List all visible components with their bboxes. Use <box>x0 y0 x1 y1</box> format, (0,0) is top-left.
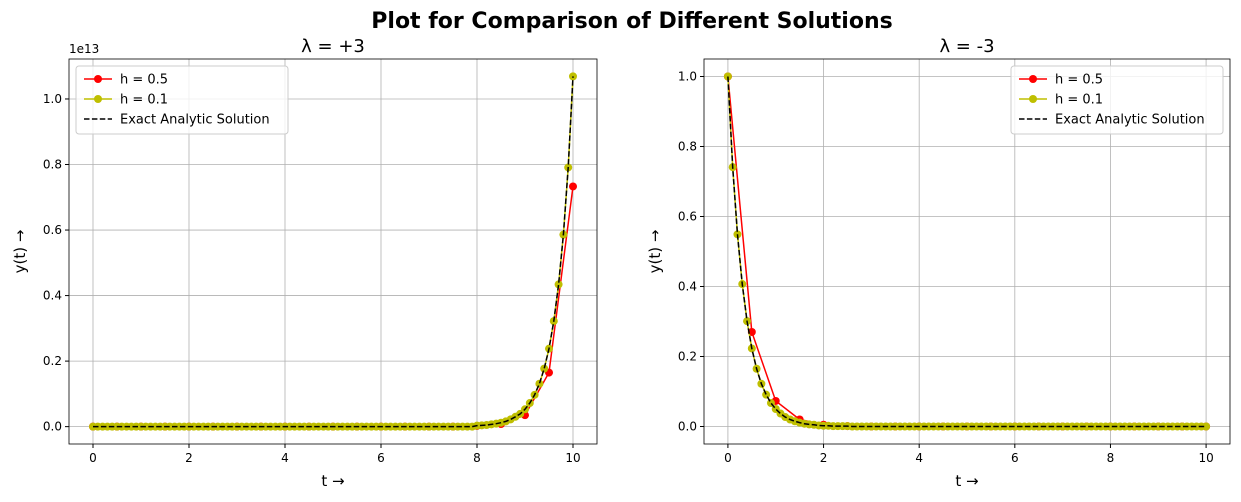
marker <box>569 72 577 81</box>
legend-label: h = 0.5 <box>1055 73 1103 88</box>
x-tick-label: 0 <box>89 451 97 465</box>
legend-marker <box>1029 75 1037 83</box>
x-tick-label: 8 <box>1107 451 1115 465</box>
legend-label: h = 0.1 <box>1055 93 1103 108</box>
x-tick-label: 2 <box>185 451 193 465</box>
marker <box>762 390 771 399</box>
y-axis-label: y(t) → <box>11 230 29 274</box>
y-tick-label: 0.8 <box>43 158 62 172</box>
y-tick-label: 0.0 <box>43 420 62 434</box>
axes-title: λ = +3 <box>301 36 365 57</box>
series-line <box>727 76 1207 428</box>
axes-frame <box>68 58 598 445</box>
marker <box>540 364 549 373</box>
y-tick-label: 1.0 <box>678 70 697 84</box>
legend-frame <box>1010 65 1224 135</box>
y-tick-label: 0.6 <box>43 223 62 237</box>
y-tick-label: 0.6 <box>678 210 697 224</box>
y-tick-label: 0.8 <box>678 140 697 154</box>
marker <box>554 280 563 289</box>
x-tick-label: 6 <box>377 451 385 465</box>
legend-label: h = 0.1 <box>120 93 168 108</box>
legend-label: Exact Analytic Solution <box>1055 113 1205 128</box>
marker <box>1202 422 1211 431</box>
legend-marker <box>94 75 102 83</box>
x-axis-label: t → <box>321 472 344 490</box>
marker <box>569 182 577 191</box>
figure-title: Plot for Comparison of Different Solutio… <box>371 9 892 34</box>
marker <box>723 72 732 81</box>
legend-label: h = 0.5 <box>120 73 168 88</box>
y-tick-label: 1.0 <box>43 92 62 106</box>
x-tick-label: 0 <box>724 451 732 465</box>
y-tick-label: 0.2 <box>678 350 697 364</box>
axes-title: λ = -3 <box>939 36 994 57</box>
x-tick-label: 8 <box>473 451 481 465</box>
axes: 0 2 4 6 8 10 0.0 0.2 0.4 0.6 0.8 1.0 λ = -3 t → y(t) →… <box>646 36 1231 490</box>
y-tick-label: 0.2 <box>43 354 62 368</box>
y-axis-label: y(t) → <box>646 230 664 274</box>
legend-label: Exact Analytic Solution <box>120 113 270 128</box>
x-tick-label: 2 <box>820 451 828 465</box>
marker <box>535 379 544 388</box>
series-line <box>93 76 574 428</box>
x-tick-label: 4 <box>915 451 923 465</box>
x-tick-label: 4 <box>281 451 289 465</box>
legend-marker <box>1029 95 1037 103</box>
y-tick-label: 0.4 <box>43 289 62 303</box>
x-tick-label: 6 <box>1011 451 1019 465</box>
y-tick-label: 0.0 <box>678 420 697 434</box>
x-tick-label: 10 <box>565 451 580 465</box>
axes-frame <box>703 58 1231 445</box>
series-line <box>93 186 574 428</box>
legend-frame <box>75 65 289 135</box>
x-axis-label: t → <box>955 472 978 490</box>
legend-marker <box>94 95 102 103</box>
offset-text: 1e13 <box>69 42 99 56</box>
y-tick-label: 0.4 <box>678 280 697 294</box>
legend: h = 0.5 h = 0.1 Exact Analytic Solution <box>75 65 289 135</box>
legend: h = 0.5 h = 0.1 Exact Analytic Solution <box>1010 65 1224 135</box>
x-tick-label: 10 <box>1198 451 1213 465</box>
axes: 0 2 4 6 8 10 0.0 0.2 0.4 0.6 0.8 1.0 λ = +3 t → y(t) →… <box>11 36 598 490</box>
